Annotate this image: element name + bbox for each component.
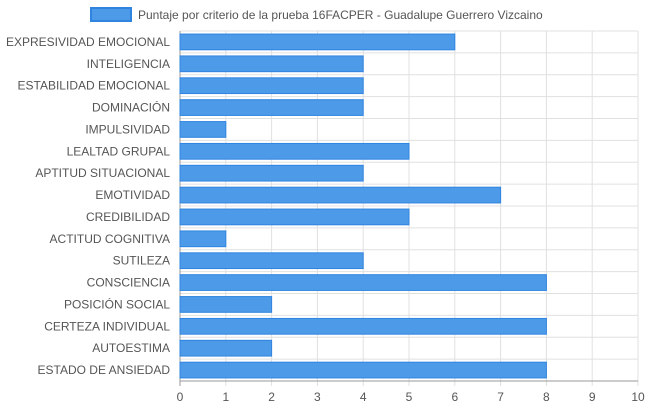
x-axis-tick-label: 7 xyxy=(497,390,504,404)
legend-label[interactable]: Puntaje por criterio de la prueba 16FACP… xyxy=(138,8,543,22)
bar[interactable] xyxy=(179,296,273,313)
x-axis-tick-label: 2 xyxy=(268,390,275,404)
x-axis-tick-label: 0 xyxy=(177,390,184,404)
y-axis-label: EMOTIVIDAD xyxy=(95,188,170,202)
y-axis-label: CREDIBILIDAD xyxy=(86,210,170,224)
y-axis-label: ESTADO DE ANSIEDAD xyxy=(38,363,171,377)
x-axis-tick-label: 3 xyxy=(314,390,321,404)
y-axis-label: LEALTAD GRUPAL xyxy=(67,144,171,158)
legend[interactable]: Puntaje por criterio de la prueba 16FACP… xyxy=(90,7,543,22)
x-axis-tick-label: 5 xyxy=(406,390,413,404)
x-axis-tick-label: 10 xyxy=(631,390,645,404)
bar[interactable] xyxy=(179,186,502,204)
bar[interactable] xyxy=(179,99,364,116)
bar[interactable] xyxy=(179,55,364,73)
bar[interactable] xyxy=(179,339,273,357)
bar[interactable] xyxy=(179,317,547,335)
y-axis-label: CERTEZA INDIVIDUAL xyxy=(44,319,170,333)
x-axis-tick-label: 9 xyxy=(589,390,596,404)
y-axis-label: ESTABILIDAD EMOCIONAL xyxy=(18,79,171,93)
bar[interactable] xyxy=(179,121,227,138)
bar[interactable] xyxy=(179,274,547,291)
x-axis-tick-label: 4 xyxy=(360,390,367,404)
y-axis-label: AUTOESTIMA xyxy=(92,341,170,355)
bar[interactable] xyxy=(179,164,364,182)
y-axis-label: SUTILEZA xyxy=(113,254,170,268)
y-axis-labels: EXPRESIVIDAD EMOCIONAL INTELIGENCIA ESTABI… xyxy=(6,35,170,377)
y-axis-label: IMPULSIVIDAD xyxy=(85,122,170,136)
y-axis-label: DOMINACIÓN xyxy=(92,100,170,115)
bar[interactable] xyxy=(179,252,364,270)
bar[interactable] xyxy=(179,208,410,226)
bar[interactable] xyxy=(179,230,227,248)
y-axis-label: INTELIGENCIA xyxy=(87,57,170,71)
x-axis-tick-label: 8 xyxy=(543,390,550,404)
y-axis-label: EXPRESIVIDAD EMOCIONAL xyxy=(6,35,170,49)
x-axis-labels: 0 1 2 3 4 5 6 7 8 9 10 xyxy=(177,390,645,404)
bar[interactable] xyxy=(179,77,364,95)
y-axis-label: POSICIÓN SOCIAL xyxy=(64,296,170,311)
legend-swatch[interactable] xyxy=(90,7,132,22)
x-axis-tick-label: 1 xyxy=(222,390,229,404)
y-axis-label: CONSCIENCIA xyxy=(87,276,170,290)
bar[interactable] xyxy=(179,361,547,379)
x-axis-tick-label: 6 xyxy=(451,390,458,404)
bars xyxy=(179,33,547,379)
y-axis-label: ACTITUD COGNITIVA xyxy=(50,232,170,246)
y-axis-label: APTITUD SITUACIONAL xyxy=(35,166,170,180)
bar[interactable] xyxy=(179,33,456,51)
bar[interactable] xyxy=(179,142,410,160)
